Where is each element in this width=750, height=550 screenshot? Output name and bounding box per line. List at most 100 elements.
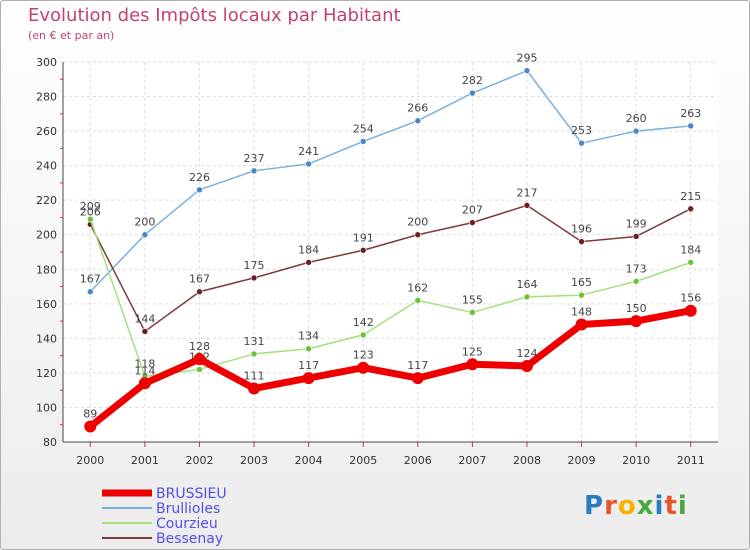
data-label-brullioles: 237	[244, 152, 265, 165]
data-point-brussieu	[193, 353, 206, 366]
data-point-brussieu	[520, 360, 533, 372]
data-label-brullioles: 241	[298, 145, 319, 158]
logo-letter: r	[604, 491, 618, 521]
logo-letter: P	[584, 491, 605, 521]
data-point-brullioles	[414, 117, 422, 125]
data-label-courzieu: 165	[571, 276, 592, 289]
x-tick-label: 2009	[568, 454, 596, 467]
x-tick-label: 2002	[185, 454, 213, 467]
data-label-courzieu: 134	[298, 330, 319, 343]
data-label-brussieu: 148	[571, 306, 592, 319]
data-label-brussieu: 150	[626, 302, 647, 315]
plot-area	[63, 62, 718, 442]
data-point-brussieu	[630, 315, 643, 328]
data-point-courzieu	[687, 259, 695, 266]
data-point-brullioles	[359, 138, 367, 145]
data-label-courzieu: 164	[516, 278, 537, 291]
data-point-brullioles	[196, 186, 203, 194]
data-label-courzieu: 184	[680, 243, 701, 256]
data-point-courzieu	[250, 350, 258, 358]
logo-letter: t	[664, 491, 678, 521]
data-label-brussieu: 156	[680, 292, 701, 305]
y-tick-label: 140	[36, 332, 57, 345]
data-label-bessenay: 175	[244, 259, 265, 272]
data-point-bessenay	[305, 259, 312, 266]
data-point-brussieu	[411, 372, 424, 385]
legend-label-courzieu: Courzieu	[156, 516, 218, 532]
x-tick-label: 2000	[76, 454, 104, 467]
data-label-bessenay: 215	[680, 190, 701, 203]
data-label-brullioles: 226	[189, 171, 210, 184]
data-label-brussieu: 123	[353, 349, 374, 362]
y-tick-label: 100	[36, 401, 57, 414]
data-label-brullioles: 266	[407, 102, 428, 115]
x-tick-label: 2004	[295, 454, 323, 467]
data-point-brullioles	[141, 231, 149, 239]
data-point-courzieu	[86, 215, 94, 223]
series-line-bessenay	[89, 204, 692, 333]
chart-title: Evolution des Impôts locaux par Habitant	[28, 5, 401, 26]
data-label-brussieu: 114	[134, 364, 155, 377]
data-label-bessenay: 206	[80, 205, 101, 218]
data-point-bessenay	[632, 233, 640, 240]
data-label-brullioles: 200	[134, 216, 155, 229]
data-point-bessenay	[687, 205, 695, 213]
data-label-brussieu: 89	[83, 407, 97, 420]
data-point-brussieu	[302, 372, 315, 385]
data-point-brullioles	[632, 127, 640, 135]
data-point-bessenay	[141, 328, 149, 335]
logo-letter: o	[617, 491, 637, 521]
data-label-brullioles: 254	[353, 122, 374, 135]
data-label-bessenay: 217	[516, 186, 537, 199]
data-label-brullioles: 260	[626, 112, 647, 125]
data-point-brullioles	[305, 160, 312, 168]
data-label-brussieu: 117	[298, 359, 319, 372]
data-point-bessenay	[469, 219, 476, 226]
data-point-brussieu	[684, 304, 697, 317]
logo-letter: i	[677, 491, 688, 521]
data-label-courzieu: 162	[407, 281, 428, 294]
data-point-bessenay	[414, 231, 422, 239]
data-label-brussieu: 111	[244, 369, 265, 382]
y-tick-label: 240	[36, 160, 57, 173]
data-label-bessenay: 167	[189, 273, 210, 286]
data-point-courzieu	[523, 293, 531, 301]
data-label-brussieu: 125	[462, 345, 483, 358]
data-point-courzieu	[359, 331, 367, 339]
x-tick-label: 2003	[240, 454, 268, 467]
x-tick-label: 2005	[349, 454, 377, 467]
x-tick-label: 2007	[458, 454, 486, 467]
series-line-courzieu	[89, 218, 692, 378]
data-point-bessenay	[523, 202, 531, 209]
x-tick-label: 2010	[622, 454, 650, 467]
y-tick-label: 280	[36, 91, 57, 104]
data-point-bessenay	[578, 238, 585, 245]
series-line-brussieu	[86, 307, 695, 430]
data-point-brussieu	[138, 377, 151, 390]
data-point-bessenay	[250, 274, 258, 282]
data-label-bessenay: 199	[626, 217, 647, 230]
data-label-courzieu: 209	[80, 200, 101, 213]
y-tick-label: 300	[36, 56, 57, 69]
data-label-bessenay: 144	[134, 312, 155, 325]
data-point-brullioles	[469, 89, 476, 97]
series-line-brullioles	[89, 69, 692, 293]
data-label-brullioles: 253	[571, 124, 592, 137]
data-label-courzieu: 118	[134, 357, 155, 370]
data-point-courzieu	[196, 366, 203, 373]
data-label-brullioles: 282	[462, 74, 483, 87]
legend-label-brullioles: Brullioles	[156, 501, 220, 517]
proxiti-logo: Proxiti	[584, 491, 688, 521]
data-label-brullioles: 295	[516, 52, 537, 65]
data-point-courzieu	[632, 278, 640, 285]
chart-subtitle: (en € et par an)	[28, 29, 115, 42]
y-tick-label: 260	[36, 125, 57, 138]
y-tick-label: 120	[36, 367, 57, 380]
data-label-bessenay: 196	[571, 223, 592, 236]
data-point-courzieu	[578, 291, 585, 299]
logo-letter: i	[654, 491, 665, 521]
data-label-brussieu: 124	[516, 347, 537, 360]
data-point-brussieu	[357, 361, 370, 374]
